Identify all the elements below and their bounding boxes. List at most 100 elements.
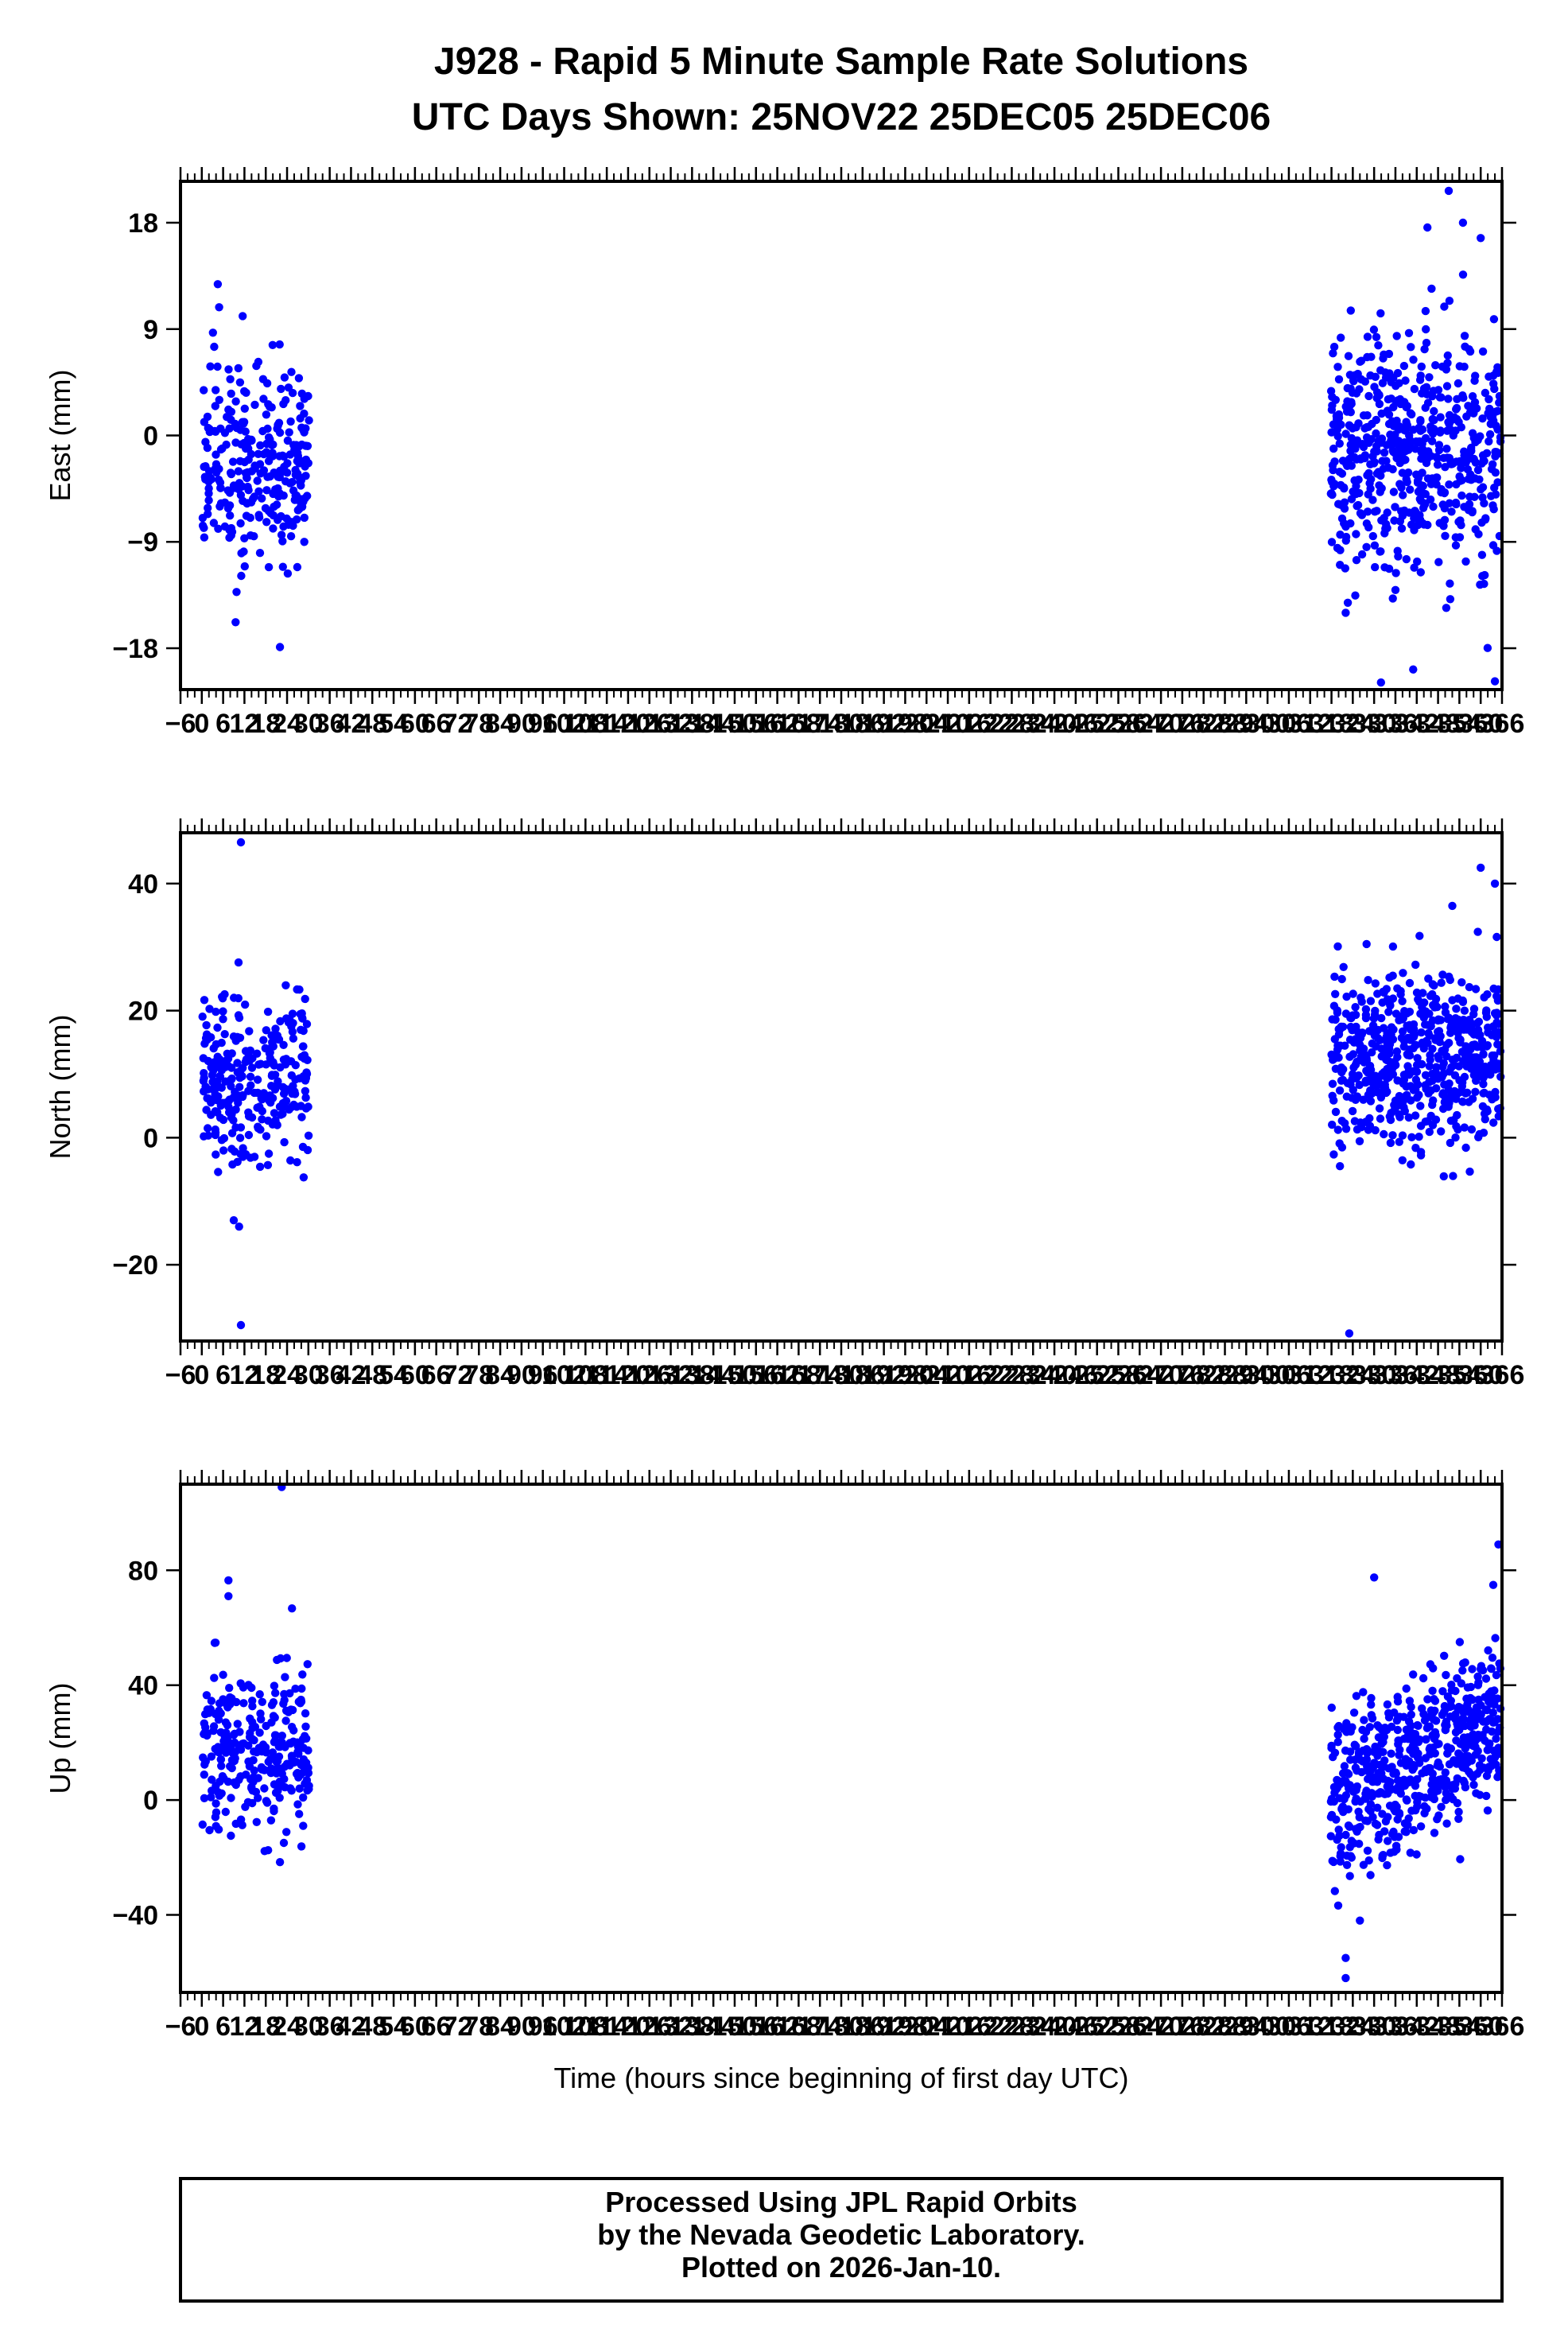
x-tick-label: 228: [989, 709, 1034, 739]
data-point: [252, 1817, 261, 1826]
data-point: [200, 996, 209, 1005]
data-point: [1384, 1071, 1393, 1080]
x-tick-label: 84: [485, 1360, 515, 1390]
data-point: [219, 1146, 228, 1155]
data-point: [1337, 333, 1345, 342]
data-point: [1493, 478, 1502, 487]
data-point: [1368, 1813, 1377, 1821]
x-tick-label: 186: [840, 1360, 885, 1390]
x-tick-label: 348: [1415, 709, 1461, 739]
data-point: [269, 511, 278, 520]
data-point: [1393, 1815, 1402, 1824]
data-point: [1416, 568, 1426, 577]
data-point: [1466, 1056, 1476, 1065]
x-tick-label: 186: [840, 2012, 885, 2042]
data-point: [303, 1660, 312, 1669]
data-point: [255, 549, 265, 558]
x-tick-label: 24: [272, 1360, 302, 1390]
data-point: [204, 1124, 212, 1133]
x-tick-label: 348: [1415, 1360, 1461, 1390]
data-point: [1349, 1839, 1359, 1848]
data-point: [1478, 347, 1488, 356]
x-tick-label: 348: [1415, 2012, 1461, 2042]
data-point: [1365, 1114, 1374, 1123]
data-point: [213, 1052, 222, 1061]
x-tick-label: 84: [485, 709, 515, 739]
data-point: [228, 457, 238, 466]
data-point: [1334, 375, 1344, 384]
data-point: [1492, 448, 1501, 457]
data-point: [283, 436, 293, 445]
data-point: [247, 1063, 257, 1072]
data-point: [1451, 1133, 1460, 1142]
data-point: [262, 518, 271, 527]
data-point: [1333, 1901, 1343, 1910]
data-point: [224, 1743, 233, 1752]
data-point: [1410, 563, 1419, 572]
data-point: [1483, 990, 1492, 999]
data-point: [1421, 433, 1430, 443]
data-point: [1425, 1009, 1434, 1018]
data-point: [1438, 1687, 1447, 1696]
data-point: [235, 1083, 244, 1091]
data-point: [260, 1847, 269, 1856]
x-tick-label: 222: [968, 1360, 1013, 1390]
x-tick-label: 198: [883, 709, 928, 739]
data-point: [1373, 1034, 1383, 1043]
data-point: [1337, 1843, 1345, 1852]
data-point: [1406, 485, 1415, 494]
data-point: [1366, 484, 1375, 493]
data-point: [1453, 414, 1461, 424]
data-point: [1440, 515, 1450, 524]
x-tick-label: 312: [1287, 709, 1333, 739]
data-point: [1452, 403, 1461, 413]
data-point: [1342, 1860, 1352, 1869]
data-point: [1327, 1810, 1337, 1820]
data-point: [1403, 477, 1411, 487]
data-point: [1411, 507, 1420, 517]
data-point: [1341, 1791, 1351, 1800]
data-point: [1383, 1064, 1391, 1074]
x-tick-label: 336: [1373, 709, 1419, 739]
y-tick-label: 80: [128, 1556, 158, 1586]
data-point: [1423, 1117, 1433, 1125]
data-point: [286, 1156, 295, 1165]
data-point: [1369, 459, 1379, 468]
data-point: [199, 1753, 208, 1762]
data-point: [1359, 1095, 1368, 1104]
data-point: [1329, 1150, 1338, 1159]
data-point: [235, 378, 245, 387]
data-point: [1391, 503, 1399, 511]
data-point: [266, 402, 274, 411]
data-point: [281, 1716, 290, 1725]
data-point: [1466, 1770, 1475, 1778]
x-tick-label: 18: [250, 2012, 281, 2042]
x-tick-label: 168: [776, 1360, 821, 1390]
data-point: [1407, 343, 1415, 352]
data-point: [1333, 1775, 1341, 1785]
data-point: [1428, 1769, 1438, 1778]
data-point: [203, 1731, 212, 1740]
x-tick-label: 144: [691, 1360, 736, 1390]
data-point: [1416, 416, 1425, 425]
data-point: [198, 1820, 207, 1829]
data-point: [1444, 418, 1453, 426]
data-point: [245, 1027, 254, 1036]
data-point: [1380, 563, 1389, 572]
x-tick-label: 246: [1054, 2012, 1099, 2042]
data-point: [215, 502, 224, 511]
data-point: [1429, 1001, 1438, 1010]
data-point: [286, 1705, 295, 1714]
data-point: [200, 523, 208, 532]
data-point: [1406, 409, 1415, 418]
data-point: [271, 1116, 280, 1125]
data-point: [200, 1794, 209, 1802]
data-point: [291, 465, 300, 475]
data-point: [1427, 1070, 1437, 1079]
data-point: [1418, 1059, 1426, 1069]
x-tick-label: 180: [819, 2012, 864, 2042]
data-point: [1452, 499, 1461, 509]
data-point: [264, 562, 274, 572]
data-point: [281, 1673, 289, 1681]
data-point: [218, 444, 227, 453]
